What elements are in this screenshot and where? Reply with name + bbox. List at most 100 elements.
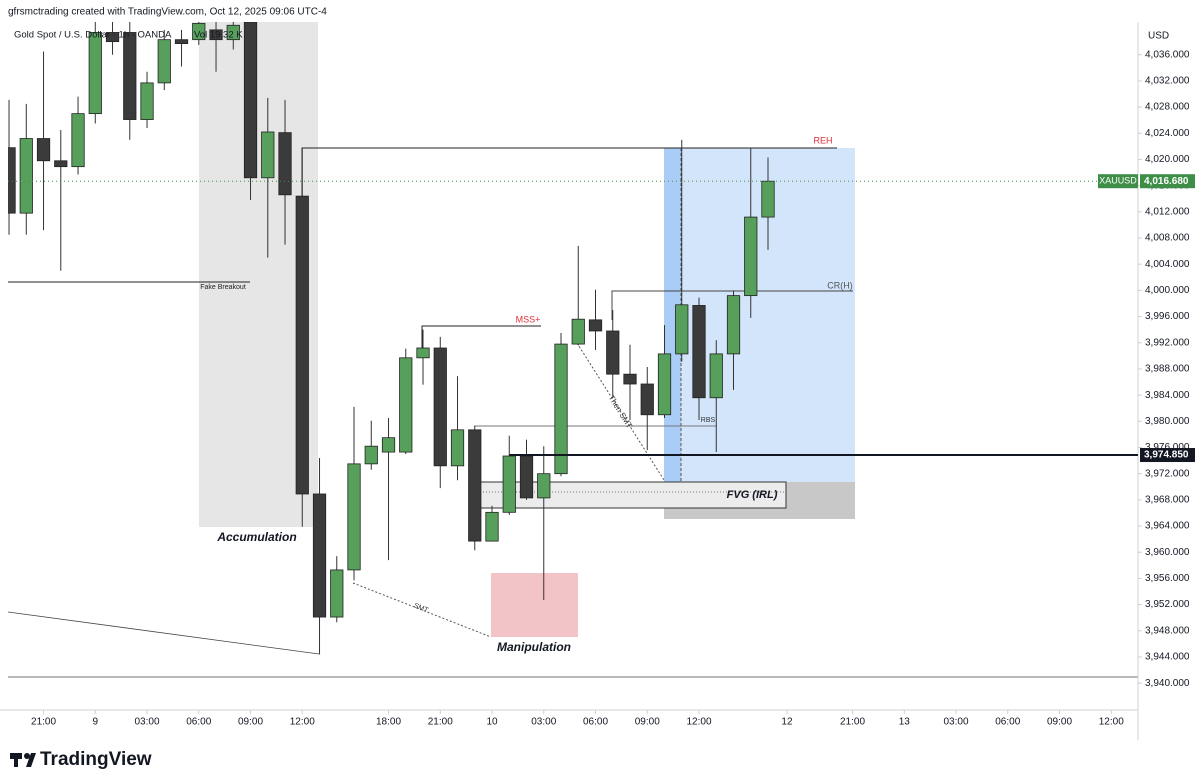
candle-body — [433, 347, 447, 467]
mss-line — [421, 325, 541, 352]
x-tick-label: 9 — [93, 717, 99, 728]
candle-body — [416, 347, 430, 359]
candle-body — [606, 330, 620, 375]
candle-body — [675, 304, 689, 355]
x-tick-label: 12:00 — [1099, 717, 1124, 728]
candle-body — [744, 216, 758, 297]
candle-body — [278, 132, 292, 196]
y-tick-label: 4,024.000 — [1145, 128, 1190, 139]
x-tick-label: 06:00 — [995, 717, 1020, 728]
crh-line — [611, 290, 853, 320]
candle-body — [692, 305, 706, 399]
attribution: gfrsmctrading created with TradingView.c… — [8, 7, 327, 18]
annotation: Fake Breakout — [200, 284, 246, 291]
candle-body — [709, 353, 723, 399]
y-tick-label: 3,952.000 — [1145, 599, 1190, 610]
candle-body — [54, 160, 68, 168]
y-tick-label: 3,956.000 — [1145, 573, 1190, 584]
candle-body — [364, 445, 378, 465]
trend-line — [8, 611, 320, 655]
y-tick-label: 4,036.000 — [1145, 49, 1190, 60]
x-tick-label: 10 — [486, 717, 498, 728]
x-tick-label: 09:00 — [238, 717, 263, 728]
annotation: REH — [813, 135, 832, 145]
candle-body — [502, 455, 516, 513]
candle-body — [485, 511, 499, 542]
candle-body — [623, 373, 637, 385]
candles — [8, 22, 775, 655]
x-tick-label: 06:00 — [583, 717, 608, 728]
candle-body — [295, 195, 309, 495]
candle-body — [450, 429, 465, 467]
candle-body — [157, 39, 171, 84]
candle-body — [640, 383, 654, 416]
annotation: MSS+ — [516, 314, 541, 324]
annotation: FVG (IRL) — [727, 489, 778, 501]
candle-body — [71, 113, 85, 168]
candle-body — [8, 147, 16, 214]
price-tag — [1140, 448, 1195, 463]
x-tick-label: 21:00 — [31, 717, 56, 728]
currency: USD — [1148, 31, 1169, 42]
y-tick-label: 4,000.000 — [1145, 285, 1190, 296]
candle-body — [36, 138, 51, 162]
candle-body — [657, 353, 672, 416]
x-tick-label: 18:00 — [376, 717, 401, 728]
y-tick-label: 3,980.000 — [1145, 416, 1190, 427]
candle-body — [330, 569, 344, 618]
y-tick-label: 3,972.000 — [1145, 468, 1190, 479]
price-tag — [1140, 174, 1195, 189]
price-tag-label: 4,016.680 — [1144, 176, 1189, 187]
y-tick-label: 4,032.000 — [1145, 76, 1190, 87]
symbol-label: XAUUSD — [1099, 176, 1137, 186]
candle-body — [537, 473, 551, 499]
candle-body — [209, 29, 223, 41]
candle-body — [105, 32, 120, 43]
x-tick-label: 09:00 — [635, 717, 660, 728]
y-tick-label: 3,944.000 — [1145, 652, 1190, 663]
smt-line — [352, 582, 492, 638]
y-tick-label: 3,960.000 — [1145, 547, 1190, 558]
y-tick-label: 3,976.000 — [1145, 442, 1190, 453]
y-tick-label: 3,968.000 — [1145, 495, 1190, 506]
candle-body — [468, 429, 482, 542]
x-tick-label: 21:00 — [428, 717, 453, 728]
candle-body — [19, 138, 33, 214]
y-tick-label: 3,948.000 — [1145, 625, 1190, 636]
smt-line — [576, 342, 665, 481]
candle-body — [226, 24, 240, 41]
symbol-title: Gold Spot / U.S. Dollar · 1h · OANDA — [14, 30, 172, 41]
logo-mark — [26, 753, 36, 767]
annotation: CR(H) — [827, 280, 853, 290]
y-tick-label: 3,940.000 — [1145, 678, 1190, 689]
logo: TradingView — [10, 749, 152, 770]
x-tick-label: 03:00 — [531, 717, 556, 728]
candle-body — [347, 463, 361, 571]
x-tick-label: 06:00 — [186, 717, 211, 728]
candle-body — [726, 295, 741, 355]
x-tick-label: 21:00 — [840, 717, 865, 728]
y-tick-label: 3,996.000 — [1145, 311, 1190, 322]
y-tick-label: 3,984.000 — [1145, 390, 1190, 401]
candle-body — [588, 319, 603, 332]
candle-body — [519, 455, 534, 499]
candle-body — [192, 22, 206, 41]
candle-body — [174, 39, 189, 45]
candle-body — [399, 357, 413, 453]
candle-body — [381, 437, 396, 453]
y-tick-label: 4,020.000 — [1145, 154, 1190, 165]
x-tick-label: 03:00 — [944, 717, 969, 728]
logo-mark — [14, 753, 18, 767]
annotation: Manipulation — [497, 640, 571, 654]
x-tick-label: 09:00 — [1047, 717, 1072, 728]
y-tick-label: 4,004.000 — [1145, 259, 1190, 270]
logo-mark — [24, 753, 30, 759]
y-tick-label: 4,012.000 — [1145, 206, 1190, 217]
y-tick-label: 4,028.000 — [1145, 102, 1190, 113]
x-tick-label: 12 — [781, 717, 793, 728]
y-tick-label: 3,992.000 — [1145, 337, 1190, 348]
candle-body — [243, 22, 258, 179]
candle-body — [312, 493, 327, 618]
